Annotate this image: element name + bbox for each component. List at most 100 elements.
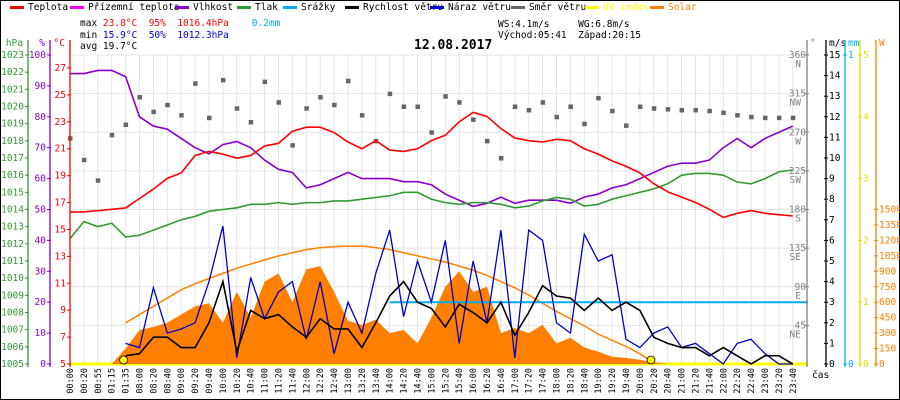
wind-direction-point: [651, 106, 657, 111]
x-tick-label: 22:40: [747, 368, 757, 394]
wind-gust-max: WG:6.8m/s: [578, 19, 630, 30]
pressure-tick-label: 1013: [1, 222, 24, 233]
pressure-tick-label: 1005: [1, 359, 24, 370]
wind-direction-point: [318, 95, 323, 100]
pressure-tick-label: 1010: [1, 273, 24, 284]
wind-direction-point: [262, 79, 268, 85]
legend-item: Přízemní teplota: [70, 2, 180, 13]
x-tick-label: 00:20: [80, 368, 90, 394]
solar-tick-label: 1500: [879, 205, 900, 216]
uv-tick-label: 0: [863, 359, 869, 370]
wind-axis-unit: m/s: [829, 38, 846, 49]
x-tick-label: 13:00: [344, 368, 354, 394]
wind-tick-label: 3: [829, 297, 835, 308]
wind-direction-point: [624, 123, 629, 128]
wind-direction-point: [401, 104, 407, 109]
avg-label: avg: [80, 41, 98, 52]
wind-speed-avg: WS:4.1m/s: [498, 19, 550, 30]
solar-tick-label: 1050: [879, 251, 900, 262]
legend-item: Solar: [650, 2, 697, 13]
legend-item: Směr větru: [511, 2, 586, 13]
wind-direction-point: [568, 104, 573, 109]
wind-direction-point: [665, 107, 671, 112]
pressure-tick-label: 1006: [1, 342, 24, 353]
x-tick-label: 21:00: [678, 368, 688, 394]
temperature-tick-label: 17: [55, 198, 66, 209]
x-tick-label: 20:20: [650, 368, 660, 394]
wind-direction-point: [151, 109, 156, 115]
compass-label: S: [795, 214, 801, 225]
pressure-tick-label: 1023: [1, 50, 24, 61]
legend-item: UV index: [585, 2, 649, 13]
wind-tick-label: 8: [829, 194, 835, 205]
max-label: max: [80, 18, 98, 29]
temperature-line: [70, 111, 793, 219]
temperature-tick-label: 25: [55, 90, 66, 101]
legend-swatch: [345, 6, 359, 9]
x-tick-label: 17:40: [539, 368, 549, 394]
wind-direction-point: [207, 115, 212, 121]
wind-tick-label: 12: [829, 112, 840, 123]
temperature-tick-label: 13: [55, 251, 66, 262]
legend-item: Teplota: [10, 2, 68, 13]
x-tick-label: 22:20: [733, 368, 743, 394]
humidity-tick-label: 60: [35, 174, 47, 185]
x-tick-label: 01:35: [122, 368, 132, 394]
humidity-tick-label: 80: [35, 112, 47, 123]
x-tick-label: 15:20: [441, 368, 451, 394]
wind-direction-point: [415, 104, 420, 109]
x-tick-label: 16:40: [497, 368, 507, 394]
chart-title: 12.08.2017: [414, 38, 493, 53]
x-tick-label: 23:40: [789, 368, 799, 394]
legend-swatch: [175, 6, 189, 9]
max-pressure: 1016.4hPa: [177, 18, 229, 29]
wind-direction-point: [443, 94, 448, 99]
x-tick-label: 12:40: [330, 368, 340, 394]
solar-tick-label: 450: [879, 313, 896, 324]
compass-label: SE: [790, 252, 802, 263]
legend-swatch: [10, 6, 24, 9]
x-tick-label: 21:20: [692, 368, 702, 394]
direction-tick-label: 315: [789, 89, 806, 100]
x-tick-label: 08:00: [136, 368, 146, 394]
wind-direction-point: [81, 157, 87, 163]
compass-label: N: [795, 59, 801, 70]
direction-tick-label: 90: [795, 282, 807, 293]
wind-tick-label: 9: [829, 174, 835, 185]
wind-direction-point: [721, 110, 726, 116]
solar-tick-label: 600: [879, 297, 896, 308]
uv-tick-label: 4: [863, 112, 869, 123]
wind-direction-point: [457, 100, 462, 105]
wind-direction-point: [471, 117, 476, 122]
pressure-line: [69, 169, 793, 240]
max-temp: 23.8°C: [102, 18, 138, 29]
solar-axis-unit: W: [879, 38, 885, 49]
x-tick-label: 09:40: [205, 368, 215, 394]
pressure-tick-label: 1009: [1, 290, 24, 301]
stats-max-row: max 23.8°C 95% 1016.4hPa 0.2mm: [80, 18, 280, 29]
legend-label: Teplota: [28, 2, 69, 13]
x-tick-label: 00:00: [66, 368, 76, 394]
legend-label: Náraz větru: [448, 2, 511, 13]
legend-swatch: [585, 6, 599, 9]
legend-item: Vlhkost: [175, 2, 233, 13]
sun-times: Východ:05:41 Západ:20:15: [498, 30, 641, 41]
temperature-tick-label: 11: [55, 278, 67, 289]
wind-tick-label: 11: [829, 132, 841, 143]
compass-label: SW: [790, 175, 802, 186]
wind-direction-point: [123, 122, 129, 128]
x-tick-label: 08:40: [163, 368, 173, 394]
wind-direction-point: [276, 100, 281, 105]
wind-direction-point: [290, 143, 295, 148]
wind-tick-label: 13: [829, 91, 840, 102]
x-tick-label: 14:20: [400, 368, 410, 394]
legend-swatch: [283, 6, 297, 9]
x-tick-label: 09:20: [191, 368, 201, 394]
legend-item: Náraz větru: [430, 2, 511, 13]
wind-direction-point: [359, 113, 365, 118]
legend-item: Tlak: [237, 2, 278, 13]
humidity-tick-label: 20: [35, 297, 47, 308]
humidity-tick-label: 70: [35, 143, 47, 154]
wind-direction-point: [526, 107, 532, 113]
temperature-tick-label: 27: [55, 63, 66, 74]
